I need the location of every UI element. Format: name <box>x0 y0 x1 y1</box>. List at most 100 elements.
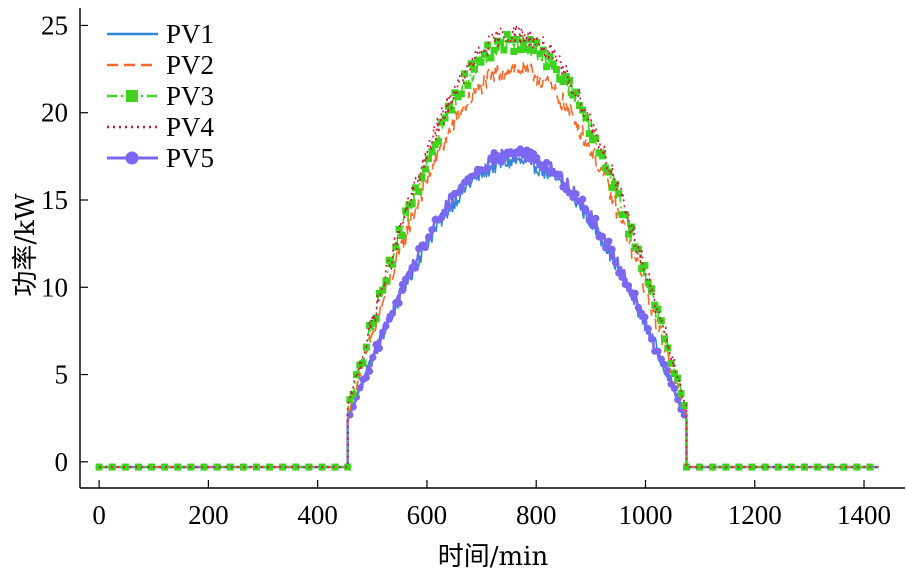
series-marker <box>631 289 639 297</box>
series-marker <box>674 395 682 404</box>
series-marker <box>441 209 449 217</box>
series-marker <box>513 35 521 43</box>
series-marker <box>464 81 472 89</box>
series-marker <box>588 222 597 230</box>
series-marker <box>398 280 406 288</box>
legend-marker <box>126 90 138 102</box>
series-marker <box>461 70 469 78</box>
series-marker <box>533 154 541 162</box>
series-marker <box>682 463 690 471</box>
series-marker <box>379 328 387 336</box>
series-marker <box>292 463 300 471</box>
x-tick-label: 200 <box>188 500 229 530</box>
series-marker <box>487 154 495 162</box>
series-marker <box>161 463 169 471</box>
series-marker <box>696 463 704 471</box>
series-marker <box>657 355 665 363</box>
series-marker <box>539 46 547 54</box>
legend-item-pv2: PV2 <box>107 50 214 80</box>
series-marker <box>520 39 528 47</box>
y-tick-label: 5 <box>55 360 69 390</box>
legend-item-pv5: PV5 <box>107 143 214 173</box>
series-marker <box>148 463 156 471</box>
series-line-pv5 <box>99 147 879 469</box>
series-marker <box>674 374 682 382</box>
series-layer <box>95 24 879 471</box>
series-marker <box>405 271 413 279</box>
y-tick-label: 25 <box>41 10 68 40</box>
series-marker <box>621 211 629 219</box>
legend-label: PV2 <box>166 50 214 80</box>
series-marker <box>634 304 642 312</box>
series-marker <box>369 353 377 362</box>
series-marker <box>661 360 669 369</box>
series-marker <box>382 322 390 330</box>
series-marker <box>680 401 688 409</box>
series-marker <box>605 168 613 176</box>
series-marker <box>625 230 633 238</box>
series-marker <box>523 45 531 53</box>
series-marker <box>709 463 717 471</box>
series-marker <box>827 463 835 471</box>
series-marker <box>438 118 446 126</box>
series-marker <box>421 165 429 173</box>
legend-label: PV4 <box>166 112 215 142</box>
series-marker <box>611 180 619 188</box>
series-marker <box>539 164 547 172</box>
series-marker <box>582 114 590 122</box>
series-marker <box>448 106 456 114</box>
series-marker <box>536 50 544 58</box>
series-marker <box>618 273 626 281</box>
series-marker <box>670 370 678 378</box>
series-marker <box>559 78 567 86</box>
series-marker <box>572 190 580 198</box>
series-marker <box>510 47 518 55</box>
x-tick-label: 0 <box>92 500 106 530</box>
series-marker <box>543 63 551 71</box>
legend-item-pv3: PV3 <box>107 81 214 111</box>
legend-item-pv1: PV1 <box>107 19 214 49</box>
series-marker <box>644 279 652 287</box>
series-marker <box>579 195 587 203</box>
series-marker <box>641 261 649 269</box>
series-marker <box>421 243 429 252</box>
series-marker <box>647 335 656 343</box>
series-marker <box>411 184 419 192</box>
series-marker <box>542 158 551 167</box>
series-marker <box>592 134 600 142</box>
series-marker <box>415 188 423 196</box>
series-line-pv4 <box>99 24 879 468</box>
series-marker <box>549 60 557 68</box>
series-marker <box>585 130 593 138</box>
series-marker <box>480 50 488 58</box>
series-marker <box>624 281 633 290</box>
series-marker <box>382 277 390 285</box>
x-tick-label: 800 <box>516 500 557 530</box>
series-marker <box>853 463 861 471</box>
y-tick-label: 15 <box>41 185 68 215</box>
series-marker <box>408 200 416 208</box>
series-marker <box>592 214 600 222</box>
series-marker <box>490 46 498 54</box>
series-marker <box>761 463 769 471</box>
legend-marker <box>125 151 139 165</box>
series-marker <box>395 225 403 233</box>
y-tick-label: 20 <box>41 98 68 128</box>
series-marker <box>598 232 606 240</box>
x-tick-label: 1400 <box>837 500 891 530</box>
series-marker <box>654 305 662 313</box>
series-marker <box>533 39 541 47</box>
series-marker <box>664 344 672 352</box>
series-marker <box>661 335 669 343</box>
series-marker <box>516 46 524 54</box>
series-marker <box>379 286 387 294</box>
series-marker <box>605 237 613 245</box>
series-marker <box>369 320 377 328</box>
series-marker <box>411 264 420 272</box>
series-marker <box>375 344 384 352</box>
series-marker <box>500 46 508 54</box>
series-marker <box>346 396 354 404</box>
x-tick-label: 1200 <box>728 500 782 530</box>
series-marker <box>470 171 479 180</box>
